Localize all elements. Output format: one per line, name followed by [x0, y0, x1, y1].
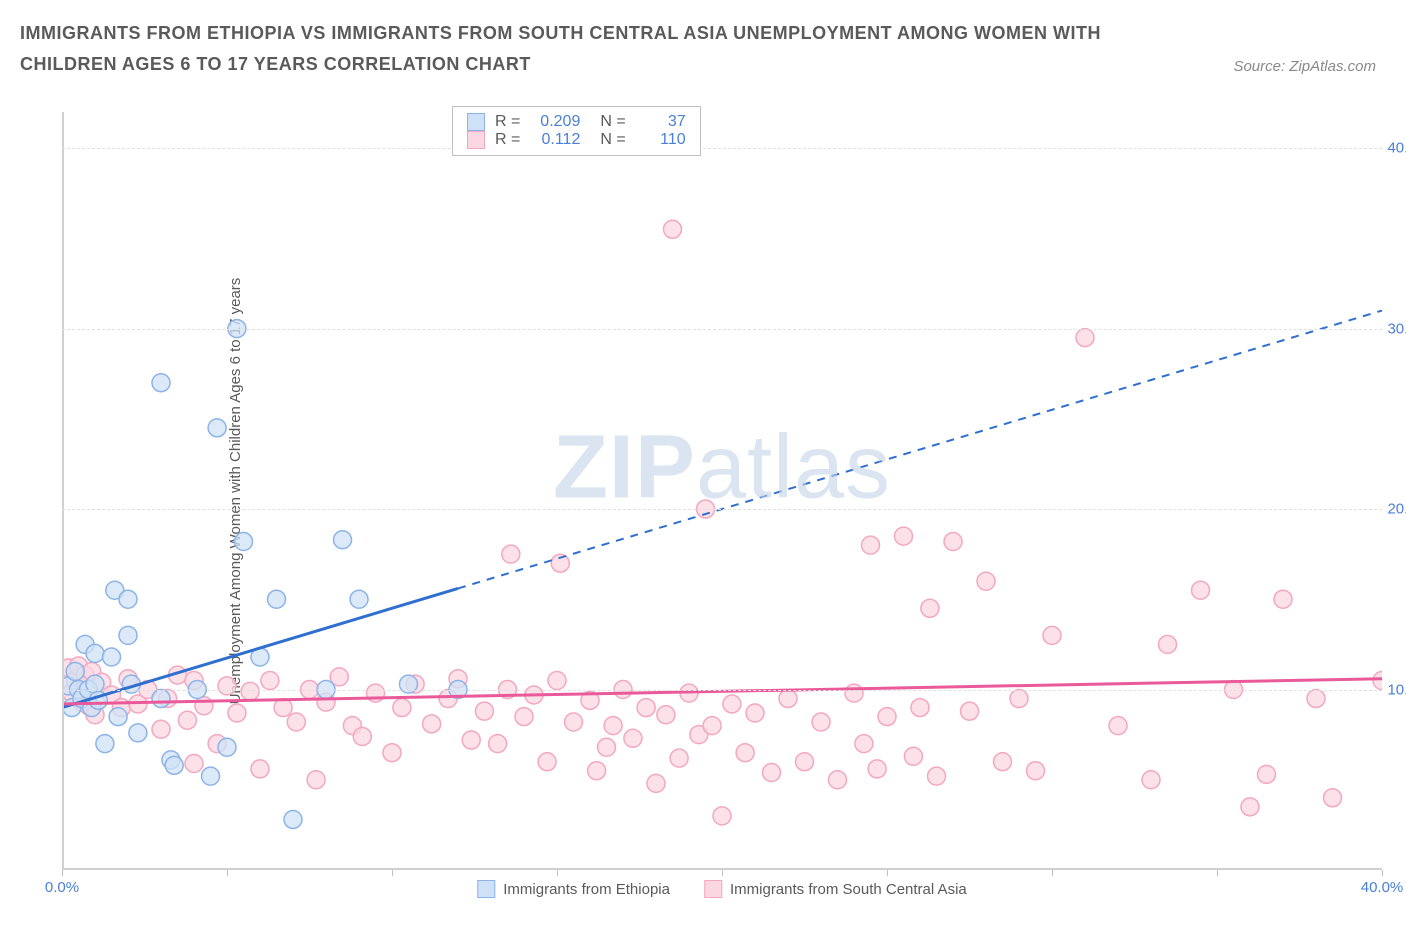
x-tickmark [722, 870, 723, 876]
legend-swatch-series-1-icon [477, 880, 495, 898]
x-tickmark [1052, 870, 1053, 876]
legend-swatch-series-1 [467, 113, 485, 131]
correlation-stats-box: R =0.209 N =37 R =0.112 N =110 [452, 106, 701, 156]
legend-swatch-series-2 [467, 131, 485, 149]
legend-swatch-series-2-icon [704, 880, 722, 898]
x-tick-label: 40.0% [1361, 879, 1404, 896]
grid-line [62, 690, 1382, 691]
grid-line [62, 509, 1382, 510]
x-tick-label: 0.0% [45, 879, 79, 896]
stats-row-series-1: R =0.209 N =37 [467, 113, 686, 131]
legend-label-series-2: Immigrants from South Central Asia [730, 881, 967, 898]
chart-source: Source: ZipAtlas.com [1233, 58, 1376, 75]
x-tickmark [227, 870, 228, 876]
x-tickmark [1217, 870, 1218, 876]
x-tickmark [557, 870, 558, 876]
x-tickmark [887, 870, 888, 876]
chart-title: IMMIGRANTS FROM ETHIOPIA VS IMMIGRANTS F… [20, 18, 1120, 79]
x-tickmark [62, 870, 63, 876]
x-tickmark [1382, 870, 1383, 876]
plot-border [62, 112, 1382, 870]
grid-line [62, 329, 1382, 330]
legend-label-series-1: Immigrants from Ethiopia [503, 881, 670, 898]
y-tick-label: 20.0% [1387, 501, 1406, 518]
stats-row-series-2: R =0.112 N =110 [467, 131, 686, 149]
x-tickmark [392, 870, 393, 876]
y-tick-label: 30.0% [1387, 320, 1406, 337]
bottom-legend: Immigrants from Ethiopia Immigrants from… [477, 880, 967, 898]
legend-item-series-2: Immigrants from South Central Asia [704, 880, 967, 898]
y-tick-label: 10.0% [1387, 681, 1406, 698]
chart-area: Unemployment Among Women with Children A… [62, 112, 1382, 870]
y-tick-label: 40.0% [1387, 140, 1406, 157]
legend-item-series-1: Immigrants from Ethiopia [477, 880, 670, 898]
grid-line [62, 148, 1382, 149]
